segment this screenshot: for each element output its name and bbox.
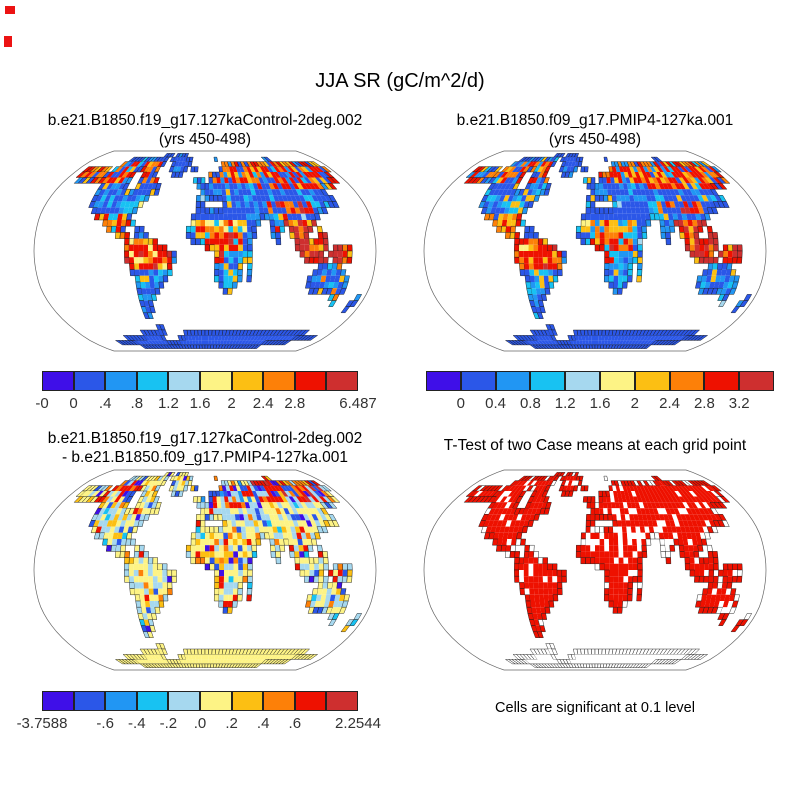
panel-title-ttest-line1: T-Test of two Case means at each grid po… (443, 437, 747, 454)
panel-title-pmip4-line1: b.e21.B1850.f09_g17.PMIP4-127ka.001 (456, 112, 734, 129)
map-control-mean (32, 148, 378, 354)
colorbar-tick-label: 2.4 (659, 395, 681, 412)
colorbar-level-box (42, 371, 74, 391)
panel-title-pmip4: b.e21.B1850.f09_g17.PMIP4-127ka.001 (yrs… (406, 112, 784, 149)
map-ttest (422, 467, 768, 673)
colorbar-control: -0 0 .4 .8 1.2 1.6 2 2.4 2.8 6.487 (35, 371, 377, 412)
colorbar-level-box (600, 371, 635, 391)
colorbar-tick-label: 2.2544 (335, 715, 381, 732)
colorbar-tick-label: 0 (456, 395, 465, 412)
world-map-svg (33, 150, 377, 352)
colorbar-level-box (231, 371, 264, 391)
colorbar-tick-label: 1.6 (189, 395, 211, 412)
colorbar-tick-label: .4 (256, 715, 270, 732)
ttest-caption: Cells are significant at 0.1 level (495, 700, 695, 716)
colorbar-tick-label: -.2 (159, 715, 178, 732)
colorbar-tick-label: 0 (69, 395, 78, 412)
colorbar-level-box (426, 371, 461, 391)
corner-artifact-mark-2 (4, 36, 12, 47)
map-difference (32, 467, 378, 673)
colorbar-level-box (460, 371, 496, 391)
colorbar-difference: -3.7588 -.6 -.4 -.2 .0 .2 .4 .6 2.2544 (17, 691, 381, 732)
map-projection-outline (33, 469, 377, 671)
colorbar-level-box (200, 691, 232, 711)
colorbar-tick-label: 2 (227, 395, 236, 412)
colorbar-tick-label: 3.2 (728, 395, 750, 412)
panel-title-pmip4-line2: (yrs 450-498) (548, 130, 642, 148)
colorbar-tick-label: 2.4 (252, 395, 274, 412)
panel-title-control-line1: b.e21.B1850.f19_g17.127kaControl-2deg.00… (47, 112, 363, 129)
colorbar-tick-label: -.6 (96, 715, 114, 732)
colorbar-tick-label: -.4 (128, 715, 146, 732)
colorbar-level-box (294, 691, 327, 711)
colorbar-tick-label: 0.8 (519, 395, 541, 412)
world-map-svg (33, 469, 377, 671)
panel-title-control-line2: (yrs 450-498) (158, 130, 252, 148)
colorbar-tick-label: .4 (98, 395, 112, 412)
colorbar-level-box (136, 691, 169, 711)
colorbar-level-box (669, 371, 705, 391)
colorbar-level-box (704, 371, 740, 391)
colorbar-pmip4: 0 0.4 0.8 1.2 1.6 2 2.4 2.8 3.2 (426, 371, 774, 412)
colorbar-level-box (136, 371, 169, 391)
colorbar-tick-label: 2.8 (284, 395, 306, 412)
colorbar-level-box (739, 371, 774, 391)
colorbar-level-box (168, 691, 200, 711)
colorbar-tick-label: 1.2 (157, 395, 179, 412)
colorbar-level-box (565, 371, 600, 391)
colorbar-level-box (326, 371, 358, 391)
panel-title-difference-line2: - b.e21.B1850.f09_g17.PMIP4-127ka.001 (61, 448, 349, 466)
colorbar-level-box (105, 371, 137, 391)
colorbar-tick-label: .8 (130, 395, 144, 412)
colorbar-level-box (495, 371, 531, 391)
colorbar-tick-label: 0.4 (485, 395, 507, 412)
panel-title-difference: b.e21.B1850.f19_g17.127kaControl-2deg.00… (16, 430, 394, 467)
world-map-svg (423, 150, 767, 352)
colorbar-level-box (105, 691, 137, 711)
colorbar-level-box (168, 371, 200, 391)
colorbar-level-box (73, 371, 106, 391)
colorbar-tick-label: .0 (193, 715, 207, 732)
panel-title-control: b.e21.B1850.f19_g17.127kaControl-2deg.00… (16, 112, 394, 149)
colorbar-level-box (231, 691, 264, 711)
map-projection-outline (423, 469, 767, 671)
panel-title-difference-line1: b.e21.B1850.f19_g17.127kaControl-2deg.00… (47, 430, 363, 447)
colorbar-tick-label: 6.487 (339, 395, 377, 412)
colorbar-level-box (294, 371, 327, 391)
colorbar-tick-label: -3.7588 (16, 715, 68, 732)
colorbar-tick-label: .6 (288, 715, 302, 732)
map-projection-outline (33, 150, 377, 352)
colorbar-tick-label: .2 (225, 715, 238, 732)
colorbar-tick-label: -0 (35, 395, 49, 412)
colorbar-level-box (42, 691, 74, 711)
colorbar-level-box (634, 371, 670, 391)
colorbar-tick-label: 1.6 (589, 395, 611, 412)
map-pmip4-mean (422, 148, 768, 354)
corner-artifact-mark-1 (5, 6, 15, 14)
colorbar-level-box (263, 371, 295, 391)
colorbar-tick-label: 2.8 (693, 395, 715, 412)
colorbar-tick-label: 2 (630, 395, 639, 412)
world-map-svg (423, 469, 767, 671)
colorbar-level-box (530, 371, 566, 391)
colorbar-level-box (200, 371, 232, 391)
map-projection-outline (423, 150, 767, 352)
colorbar-tick-label: 1.2 (554, 395, 576, 412)
colorbar-level-box (326, 691, 358, 711)
panel-title-ttest: T-Test of two Case means at each grid po… (412, 437, 778, 456)
figure-title: JJA SR (gC/m^2/d) (315, 70, 485, 92)
colorbar-level-box (73, 691, 106, 711)
colorbar-level-box (263, 691, 295, 711)
